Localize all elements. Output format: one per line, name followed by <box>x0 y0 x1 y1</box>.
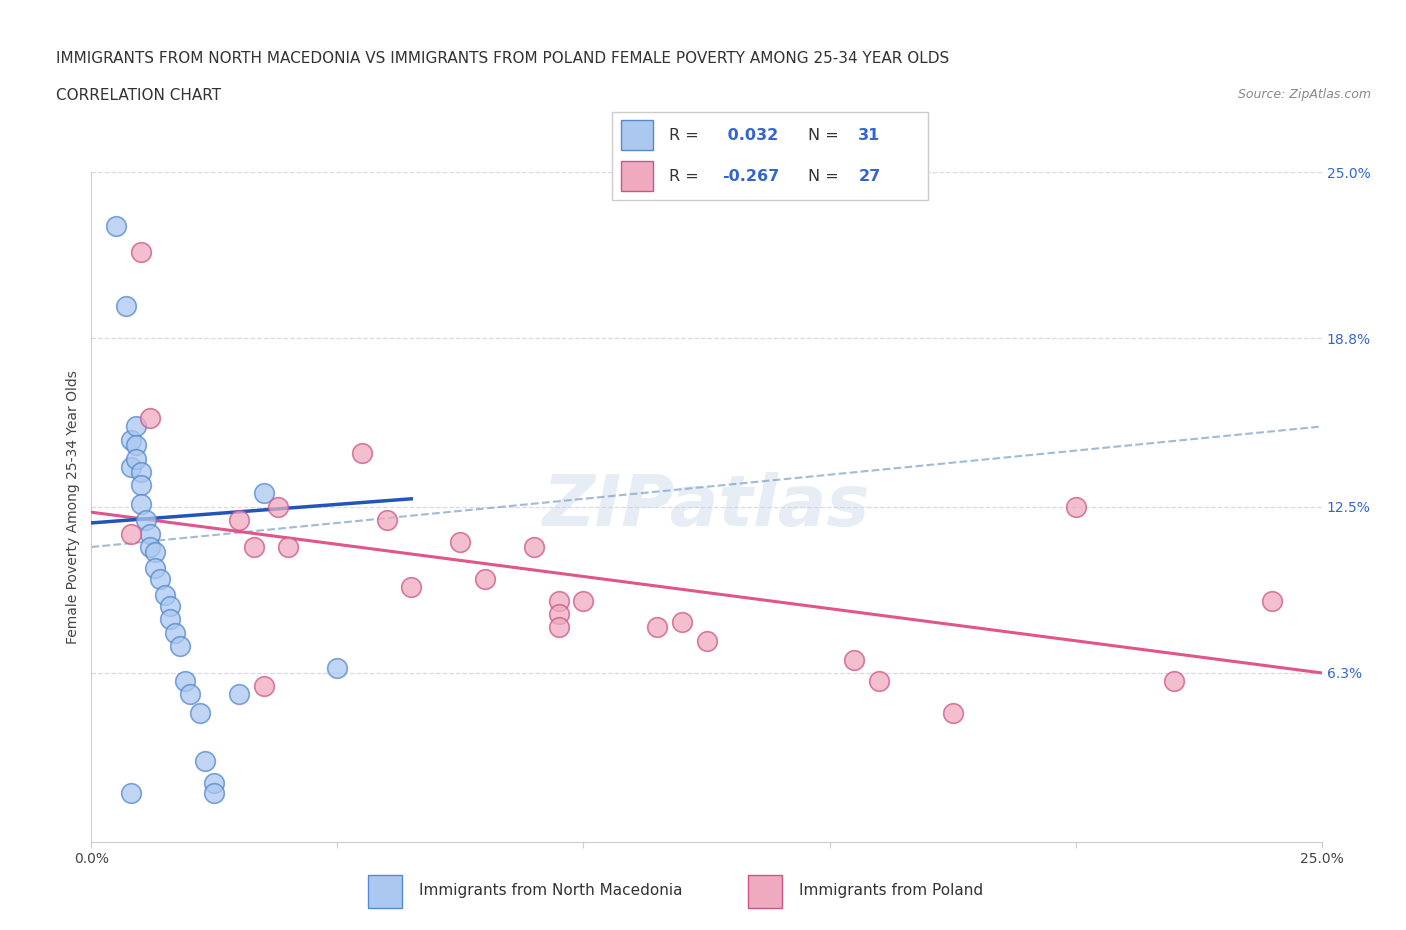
Text: 31: 31 <box>858 128 880 143</box>
Text: R =: R = <box>669 168 703 183</box>
Point <box>267 499 290 514</box>
Point <box>153 588 177 603</box>
Point <box>120 432 142 447</box>
Text: R =: R = <box>669 128 703 143</box>
Point <box>174 673 197 688</box>
Point <box>159 599 181 614</box>
Text: 0.032: 0.032 <box>723 128 779 143</box>
Point <box>149 572 172 587</box>
Point <box>547 593 569 608</box>
Point <box>375 512 398 527</box>
Point <box>449 534 471 549</box>
Point <box>139 411 162 426</box>
Bar <box>621 121 652 151</box>
Point <box>242 539 264 554</box>
Point <box>124 419 146 434</box>
Point <box>253 679 276 694</box>
Text: -0.267: -0.267 <box>723 168 779 183</box>
Text: CORRELATION CHART: CORRELATION CHART <box>56 88 221 103</box>
Text: IMMIGRANTS FROM NORTH MACEDONIA VS IMMIGRANTS FROM POLAND FEMALE POVERTY AMONG 2: IMMIGRANTS FROM NORTH MACEDONIA VS IMMIG… <box>56 51 949 66</box>
Point <box>179 687 201 702</box>
Point <box>120 526 142 541</box>
Point <box>120 459 142 474</box>
Point <box>120 786 142 801</box>
Point <box>868 673 890 688</box>
Point <box>129 478 152 493</box>
Text: Immigrants from North Macedonia: Immigrants from North Macedonia <box>419 883 682 898</box>
Bar <box>748 875 782 909</box>
Point <box>399 579 422 594</box>
Bar <box>368 875 402 909</box>
Point <box>1261 593 1284 608</box>
Point <box>202 776 225 790</box>
Point <box>105 219 127 233</box>
Text: Source: ZipAtlas.com: Source: ZipAtlas.com <box>1237 88 1371 101</box>
Point <box>188 706 211 721</box>
Point <box>547 620 569 635</box>
Point <box>114 299 138 313</box>
Point <box>169 639 191 654</box>
Point <box>139 539 162 554</box>
Bar <box>621 161 652 192</box>
Point <box>202 786 225 801</box>
Point <box>253 486 276 501</box>
Text: N =: N = <box>808 168 844 183</box>
Point <box>193 754 217 769</box>
Point <box>695 633 717 648</box>
Text: Immigrants from Poland: Immigrants from Poland <box>799 883 983 898</box>
Point <box>139 526 162 541</box>
Point <box>326 660 349 675</box>
Point <box>352 445 374 460</box>
Point <box>145 545 166 560</box>
Text: N =: N = <box>808 128 844 143</box>
Point <box>228 687 250 702</box>
Point <box>474 572 496 587</box>
Point <box>124 438 146 453</box>
Text: ZIPatlas: ZIPatlas <box>543 472 870 541</box>
Point <box>1064 499 1087 514</box>
Point <box>941 706 963 721</box>
Point <box>842 652 865 667</box>
Point <box>671 615 693 630</box>
Point <box>1163 673 1185 688</box>
Text: 27: 27 <box>858 168 880 183</box>
Point <box>277 539 299 554</box>
Point <box>547 606 569 621</box>
Point <box>228 512 250 527</box>
Point <box>523 539 546 554</box>
Point <box>129 245 152 259</box>
Point <box>159 612 181 627</box>
Point <box>135 512 156 527</box>
Point <box>572 593 595 608</box>
Point <box>129 497 152 512</box>
Point <box>129 465 152 480</box>
Point <box>645 620 669 635</box>
Point <box>145 561 166 576</box>
Y-axis label: Female Poverty Among 25-34 Year Olds: Female Poverty Among 25-34 Year Olds <box>66 370 80 644</box>
Point <box>124 451 146 466</box>
Point <box>163 625 186 640</box>
